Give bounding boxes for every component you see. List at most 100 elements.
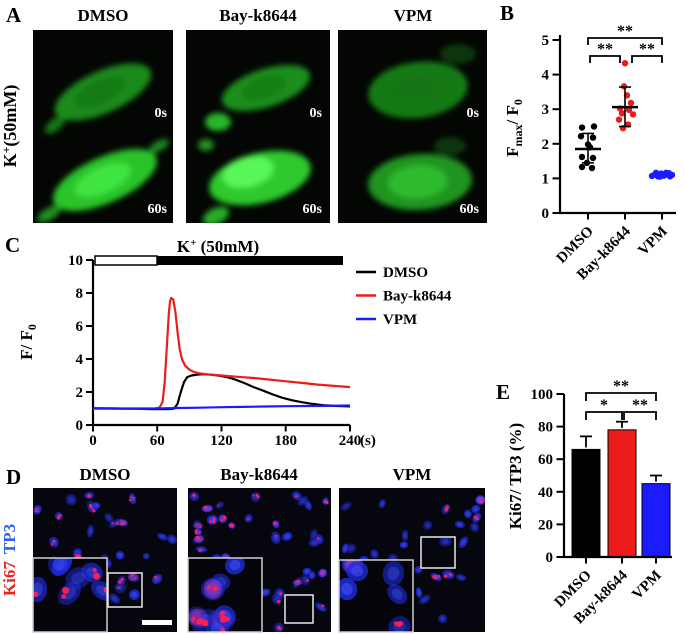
panel-e-label: E [496, 380, 510, 404]
d-vpm-zoom-box [420, 536, 456, 569]
panel-a-label: A [6, 3, 22, 27]
scatter-point [615, 116, 623, 123]
a-image-bayk8644-cells [198, 65, 311, 223]
ki67-focus [196, 618, 204, 625]
b-sig-stars-left: ** [597, 41, 613, 58]
cell-nucleus [214, 605, 236, 627]
ki67-focus [432, 575, 436, 579]
cell-nucleus-core [401, 542, 407, 547]
ki67-focus [449, 573, 453, 577]
ki67-focus [77, 554, 81, 558]
cell-nucleus [297, 495, 308, 506]
a-image-vpm-cells [368, 44, 476, 211]
scatter-point [656, 173, 664, 180]
y-tick-label: 5 [542, 33, 550, 49]
x-tick-label: 240 [339, 433, 362, 449]
cell-nucleus [244, 514, 253, 523]
ki67-focus [122, 522, 125, 525]
ki67-focus [62, 586, 70, 594]
cell-nucleus-core [391, 588, 403, 600]
cell-nucleus-core [106, 515, 112, 521]
y-tick-label: 4 [542, 68, 550, 84]
cell-nucleus-core [387, 566, 400, 581]
panel-d-col-title-vpm: VPM [393, 465, 432, 484]
ki67-focus [103, 586, 107, 593]
y-tick-label: 1 [542, 171, 550, 187]
e-sig-stars-top: ** [613, 378, 629, 395]
y-tick-label: 100 [531, 387, 554, 403]
ki67-focus [277, 599, 281, 604]
cell-nucleus-core [299, 498, 306, 504]
c-x-unit-label: (s) [360, 433, 376, 449]
a-vpm-time-60s: 60s [460, 202, 480, 217]
d-bayk8644-inset-border [187, 557, 263, 633]
ki67-focus [91, 507, 95, 511]
c-y-ticks: 0 2 4 6 8 10 [68, 253, 93, 434]
cell-nucleus-core [425, 522, 431, 528]
cell-nucleus-core [440, 616, 446, 622]
e-sig-bracket-right [623, 411, 657, 420]
ki67-focus [33, 591, 39, 597]
c-legend: DMSO Bay-k8644 VPM [356, 265, 452, 328]
x-tick-label: 180 [274, 433, 297, 449]
e-sig-bracket-left [585, 411, 623, 420]
ki67-focus [199, 525, 202, 528]
panel-e-y-axis-label: Ki67/ TP3 (%) [506, 423, 525, 529]
cell-nucleus-core [380, 501, 385, 507]
ki67-focus [277, 626, 281, 630]
a-image-dmso-cells [37, 63, 169, 223]
ki67-focus [209, 520, 212, 524]
b-axes [558, 35, 676, 215]
y-tick-label: 4 [76, 352, 84, 368]
ki67-focus [219, 615, 228, 623]
ki67-tint [193, 522, 203, 529]
ki67-focus [220, 519, 223, 522]
panel-c-title: K+ (50mM) [177, 237, 259, 256]
ki67-focus [111, 522, 114, 525]
scatter-point [627, 99, 635, 107]
cell-nucleus [308, 571, 316, 580]
b-sig-bracket-right [631, 55, 663, 63]
cell-nucleus-core [117, 552, 123, 558]
cell-nucleus [422, 520, 433, 530]
d-vpm-inset-nuclei [339, 560, 411, 632]
ki67-focus [198, 548, 202, 552]
cell-nucleus [455, 573, 467, 581]
cell-nucleus [104, 512, 114, 523]
ki67-focus [212, 517, 216, 521]
ki67-focus [93, 572, 101, 580]
cell-nucleus [464, 509, 472, 519]
e-sig-bracket-top [585, 392, 657, 401]
ki67-focus [75, 554, 78, 557]
ki67-focus [58, 514, 62, 518]
scatter-point [589, 154, 597, 162]
a-dmso-time-0s: 0s [155, 106, 168, 121]
ki67-focus [275, 534, 278, 537]
ki67-focus [294, 495, 297, 498]
d-vpm-inset-border [338, 559, 414, 633]
ki67-focus [219, 610, 226, 617]
x-tick-label: 60 [150, 433, 165, 449]
cell-nucleus-core [88, 527, 93, 535]
ki67-focus [61, 594, 66, 599]
b-sig-stars-top: ** [617, 23, 633, 40]
panel-e: E Ki67/ TP3 (%) 0 20 40 60 80 100 DMSO B… [496, 378, 672, 627]
cell-nucleus-core [403, 532, 407, 539]
ki67-focus [203, 506, 207, 509]
cell-nucleus-core [348, 545, 354, 551]
ki67-focus [443, 574, 448, 578]
c-stim-bar-on [157, 256, 343, 265]
cell-nucleus-core [131, 591, 138, 598]
scatter-point [652, 169, 660, 177]
ki67-focus [217, 504, 220, 507]
ki67-focus [223, 515, 227, 519]
panel-d-col-title-bayk8644: Bay-k8644 [220, 465, 298, 484]
cell-nucleus [304, 500, 312, 511]
cell-nucleus-core [195, 522, 201, 529]
scatter-point [578, 124, 586, 131]
panel-c-y-axis-label: F/ F0 [17, 324, 39, 360]
ki67-focus [87, 494, 91, 497]
panel-a-col-title-bayk8644: Bay-k8644 [219, 6, 297, 25]
y-tick-label: 80 [538, 420, 553, 436]
ki67-focus [116, 586, 119, 589]
